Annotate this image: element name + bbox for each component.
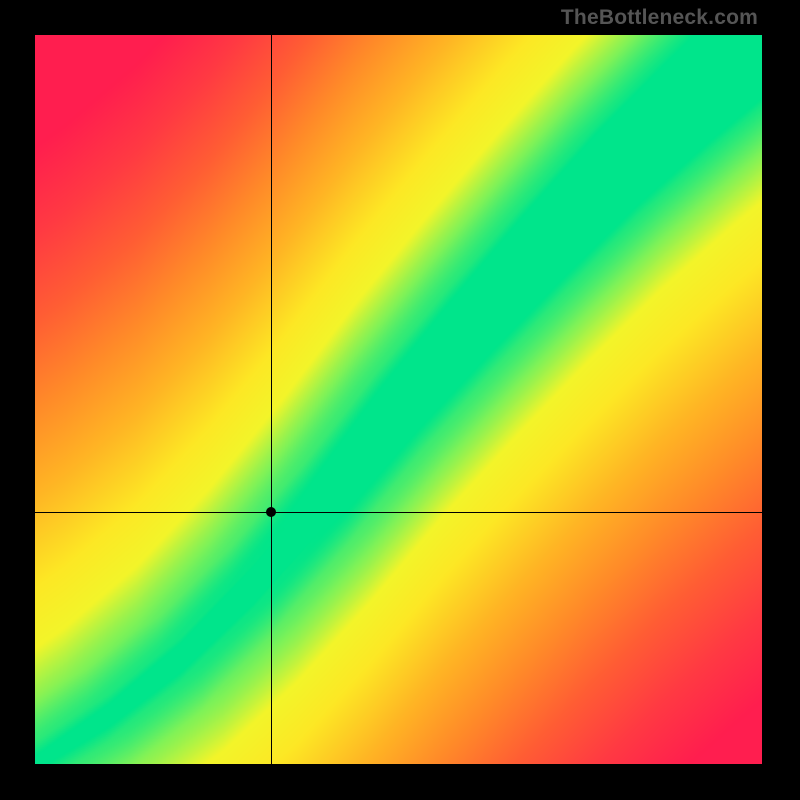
crosshair-marker — [266, 507, 276, 517]
heatmap-plot — [35, 35, 762, 764]
crosshair-horizontal — [35, 512, 762, 513]
watermark-text: TheBottleneck.com — [561, 6, 758, 30]
crosshair-vertical — [271, 35, 272, 764]
heatmap-canvas — [35, 35, 762, 764]
